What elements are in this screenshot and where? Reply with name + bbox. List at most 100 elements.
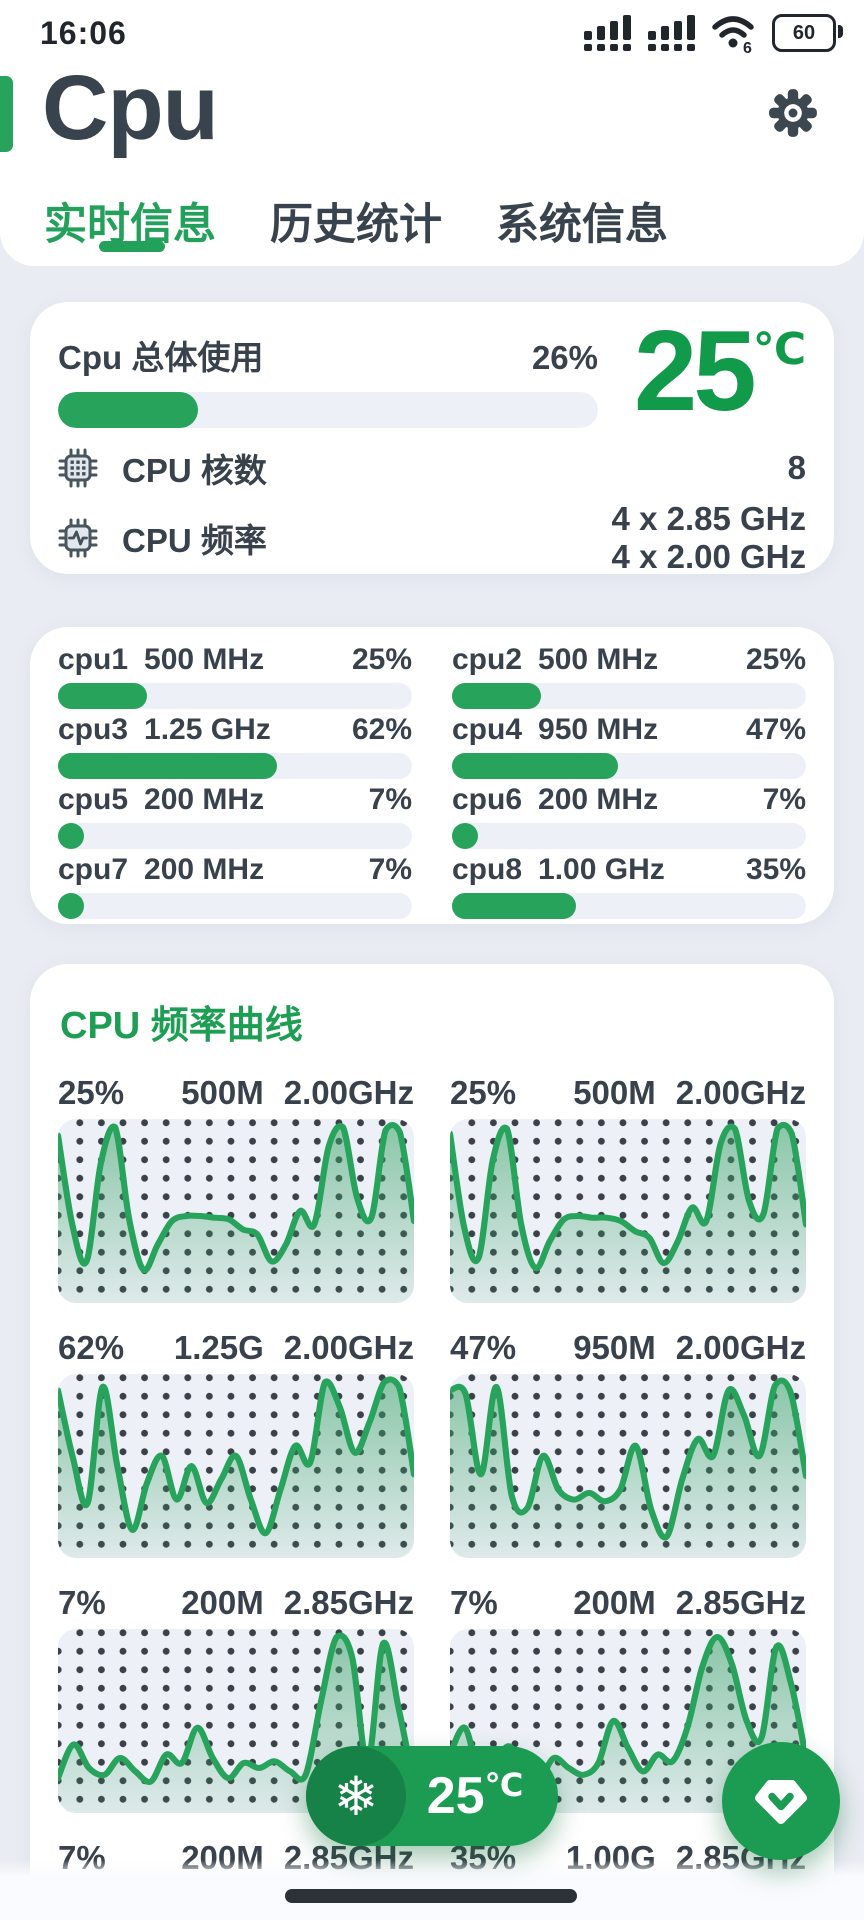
chart-percent-label: 7%: [450, 1584, 498, 1621]
cpu-cores-label: CPU 核数: [122, 452, 267, 489]
core-percent: 25%: [745, 643, 806, 676]
core-name: cpu1: [58, 643, 129, 676]
core-item: cpu2 500 MHz 25%: [452, 645, 806, 709]
gem-chevron-down-icon: [755, 1780, 807, 1824]
pill-temperature-value: 25: [426, 1767, 485, 1825]
frequency-chart-item: 25% 500M 2.00GHz: [450, 1075, 806, 1303]
cpu-usage-bar: [58, 392, 598, 428]
wifi-6-icon: 6: [712, 16, 754, 53]
core-usage-bar: [452, 893, 806, 919]
chart-area-fill: [450, 1636, 806, 1813]
settings-button[interactable]: [766, 86, 820, 140]
core-frequency: 500 MHz: [538, 643, 659, 676]
chart-freq-max: 2.00GHz: [675, 1074, 806, 1111]
cpu-cores-row: CPU 核数 8: [58, 444, 806, 492]
boost-fab-button[interactable]: [722, 1742, 840, 1860]
core-frequency: 200 MHz: [144, 783, 265, 816]
core-name: cpu3: [58, 713, 129, 746]
tab-history-stats[interactable]: 历史统计: [270, 190, 442, 252]
chart-freq-max: 2.00GHz: [283, 1074, 414, 1111]
core-usage-bar-fill: [452, 683, 541, 709]
core-usage-bar: [58, 753, 412, 779]
core-usage-bar: [58, 893, 412, 919]
core-item: cpu8 1.00 GHz 35%: [452, 855, 806, 919]
cpu-frequency-values: 4 x 2.85 GHz 4 x 2.00 GHz: [611, 500, 806, 575]
status-time: 16:06: [40, 14, 127, 51]
temperature-pill-button[interactable]: ❄ 25 ℃: [306, 1746, 558, 1846]
frequency-sparkline: [58, 1374, 414, 1558]
core-frequency: 1.25 GHz: [144, 713, 271, 746]
snowflake-icon: ❄: [306, 1746, 406, 1846]
chart-percent-label: 47%: [450, 1329, 517, 1366]
chart-freq-current: 1.25G: [173, 1329, 264, 1366]
cpu-frequency-label: CPU 频率: [122, 522, 267, 559]
core-percent: 25%: [351, 643, 412, 676]
overview-card: Cpu 总体使用 26% 25 ℃: [30, 302, 834, 576]
tab-label: 历史统计: [270, 201, 442, 249]
status-bar: 16:06 6: [40, 12, 843, 54]
core-frequency: 950 MHz: [538, 713, 659, 746]
core-item: cpu6 200 MHz 7%: [452, 785, 806, 849]
chart-freq-current: 950M: [573, 1329, 656, 1366]
cpu-temperature: 25 ℃: [634, 315, 806, 429]
battery-level: 60: [792, 21, 816, 44]
core-name: cpu7: [58, 853, 129, 886]
core-usage-bar: [452, 683, 806, 709]
curves-card-title: CPU 频率曲线: [60, 1005, 303, 1047]
svg-text:6: 6: [743, 40, 752, 53]
frequency-sparkline: [58, 1119, 414, 1303]
tab-bar: 实时信息 历史统计 系统信息: [44, 190, 668, 252]
core-percent: 7%: [368, 853, 412, 886]
core-percent: 7%: [368, 783, 412, 816]
core-usage-bar: [58, 823, 412, 849]
header-sheet: 16:06 6: [0, 0, 864, 266]
chart-line: [58, 1122, 414, 1274]
core-name: cpu5: [58, 783, 129, 816]
cpu-cores-value: 8: [787, 449, 806, 486]
core-usage-bar: [452, 823, 806, 849]
core-usage-bar-fill: [58, 753, 278, 779]
core-item: cpu4 950 MHz 47%: [452, 715, 806, 779]
cores-card: cpu1 500 MHz 25% cpu2 500 MHz 25%: [30, 627, 834, 924]
core-usage-bar-fill: [58, 683, 147, 709]
gear-icon: [769, 89, 817, 137]
chart-percent-label: 25%: [450, 1074, 517, 1111]
core-usage-bar-fill: [452, 893, 576, 919]
core-percent: 35%: [745, 853, 806, 886]
chart-percent-label: 25%: [58, 1074, 125, 1111]
frequency-chart-item: 25% 500M 2.00GHz: [58, 1075, 414, 1303]
cpu-frequency-row: CPU 频率 4 x 2.85 GHz 4 x 2.00 GHz: [58, 500, 806, 576]
chart-freq-max: 2.85GHz: [675, 1584, 806, 1621]
core-percent: 62%: [351, 713, 412, 746]
core-name: cpu2: [452, 643, 523, 676]
chart-freq-current: 500M: [181, 1074, 264, 1111]
frequency-chart-item: 62% 1.25G 2.00GHz: [58, 1330, 414, 1558]
tab-system-info[interactable]: 系统信息: [496, 190, 668, 252]
battery-icon: 60: [772, 14, 843, 52]
title-accent-bar: [0, 76, 13, 152]
status-icons: 6 60: [584, 13, 843, 53]
page-title: Cpu: [42, 57, 219, 159]
core-usage-bar-fill: [58, 893, 84, 919]
home-indicator[interactable]: [285, 1889, 577, 1903]
chart-percent-label: 7%: [58, 1584, 106, 1621]
chart-freq-current: 200M: [573, 1584, 656, 1621]
chart-freq-max: 2.00GHz: [283, 1329, 414, 1366]
chart-percent-label: 62%: [58, 1329, 125, 1366]
cpu-usage-percent: 26%: [531, 339, 598, 376]
core-frequency: 500 MHz: [144, 643, 265, 676]
frequency-sparkline: [450, 1119, 806, 1303]
cellular-signal-icon-sim1: [584, 15, 631, 51]
frequency-sparkline: [450, 1374, 806, 1558]
cpu-temperature-unit: ℃: [752, 325, 806, 374]
chart-line: [450, 1377, 806, 1541]
cpu-frequency-icon: [58, 518, 98, 558]
chart-freq-max: 2.00GHz: [675, 1329, 806, 1366]
chart-freq-current: 500M: [573, 1074, 656, 1111]
chart-freq-current: 200M: [181, 1584, 264, 1621]
pill-temperature-unit: ℃: [484, 1767, 524, 1803]
core-usage-bar-fill: [452, 753, 619, 779]
cpu-usage-label: Cpu 总体使用: [58, 339, 264, 376]
core-item: cpu1 500 MHz 25%: [58, 645, 412, 709]
